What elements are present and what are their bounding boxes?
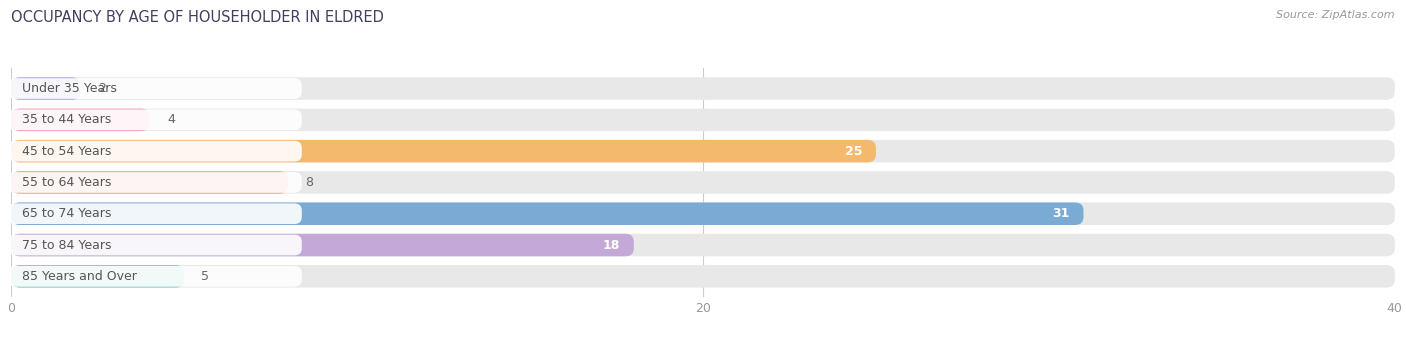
Text: 85 Years and Over: 85 Years and Over	[21, 270, 136, 283]
FancyBboxPatch shape	[11, 203, 1084, 225]
Text: 2: 2	[98, 82, 105, 95]
Text: 18: 18	[603, 239, 620, 252]
FancyBboxPatch shape	[11, 265, 184, 287]
FancyBboxPatch shape	[11, 108, 1395, 131]
FancyBboxPatch shape	[8, 235, 302, 255]
FancyBboxPatch shape	[8, 109, 302, 130]
FancyBboxPatch shape	[11, 234, 634, 256]
FancyBboxPatch shape	[8, 203, 302, 224]
FancyBboxPatch shape	[11, 77, 1395, 100]
Text: 75 to 84 Years: 75 to 84 Years	[21, 239, 111, 252]
Text: 8: 8	[305, 176, 314, 189]
Text: 31: 31	[1052, 207, 1070, 220]
FancyBboxPatch shape	[11, 234, 1395, 256]
FancyBboxPatch shape	[11, 171, 1395, 194]
Text: 65 to 74 Years: 65 to 74 Years	[21, 207, 111, 220]
FancyBboxPatch shape	[8, 172, 302, 193]
Text: 45 to 54 Years: 45 to 54 Years	[21, 145, 111, 158]
FancyBboxPatch shape	[8, 78, 302, 99]
Text: 25: 25	[845, 145, 862, 158]
Text: 55 to 64 Years: 55 to 64 Years	[21, 176, 111, 189]
Text: 5: 5	[201, 270, 209, 283]
Text: Under 35 Years: Under 35 Years	[21, 82, 117, 95]
Text: OCCUPANCY BY AGE OF HOUSEHOLDER IN ELDRED: OCCUPANCY BY AGE OF HOUSEHOLDER IN ELDRE…	[11, 10, 384, 25]
Text: 35 to 44 Years: 35 to 44 Years	[21, 113, 111, 126]
FancyBboxPatch shape	[11, 171, 288, 194]
FancyBboxPatch shape	[11, 140, 1395, 162]
Text: 4: 4	[167, 113, 174, 126]
FancyBboxPatch shape	[8, 266, 302, 287]
FancyBboxPatch shape	[11, 265, 1395, 287]
FancyBboxPatch shape	[8, 141, 302, 162]
Text: Source: ZipAtlas.com: Source: ZipAtlas.com	[1277, 10, 1395, 20]
FancyBboxPatch shape	[11, 203, 1395, 225]
FancyBboxPatch shape	[11, 77, 80, 100]
FancyBboxPatch shape	[11, 108, 149, 131]
FancyBboxPatch shape	[11, 140, 876, 162]
